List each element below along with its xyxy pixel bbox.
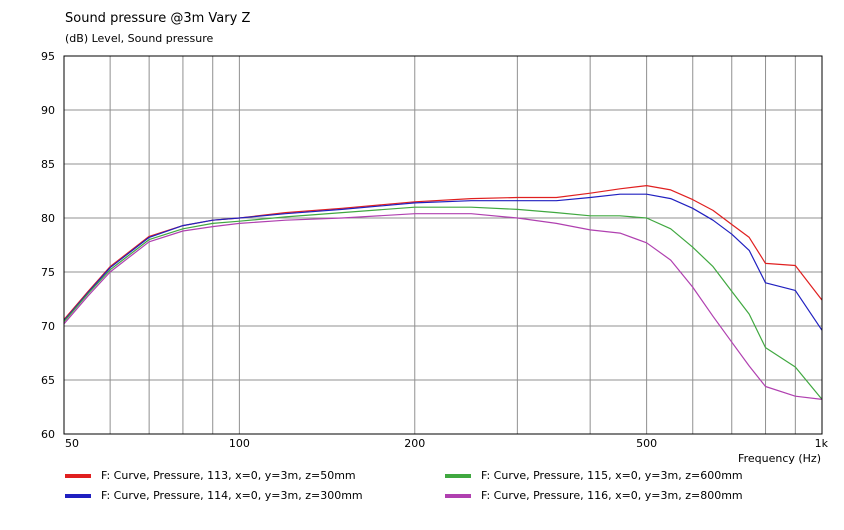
- y-tick-label: 75: [41, 266, 55, 279]
- y-tick-label: 65: [41, 374, 55, 387]
- x-tick-label: 200: [404, 437, 425, 450]
- plot-border: [63, 55, 823, 435]
- y-axis-label: (dB) Level, Sound pressure: [65, 32, 214, 45]
- legend-item-4: F: Curve, Pressure, 116, x=0, y=3m, z=80…: [445, 489, 743, 502]
- y-tick-label: 95: [41, 50, 55, 63]
- legend-label: F: Curve, Pressure, 113, x=0, y=3m, z=50…: [101, 469, 356, 482]
- y-tick-label: 70: [41, 320, 55, 333]
- legend-item-2: F: Curve, Pressure, 114, x=0, y=3m, z=30…: [65, 489, 363, 502]
- y-tick-label: 60: [41, 428, 55, 441]
- legend-label: F: Curve, Pressure, 115, x=0, y=3m, z=60…: [481, 469, 743, 482]
- y-tick-label: 80: [41, 212, 55, 225]
- legend-label: F: Curve, Pressure, 116, x=0, y=3m, z=80…: [481, 489, 743, 502]
- legend-swatch: [445, 473, 471, 478]
- y-tick-label: 85: [41, 158, 55, 171]
- x-tick-label: 50: [65, 437, 79, 450]
- x-tick-label: 1k: [815, 437, 829, 450]
- legend-item-3: F: Curve, Pressure, 115, x=0, y=3m, z=60…: [445, 469, 743, 482]
- chart-title: Sound pressure @3m Vary Z: [65, 11, 251, 26]
- legend-label: F: Curve, Pressure, 114, x=0, y=3m, z=30…: [101, 489, 363, 502]
- legend-item-1: F: Curve, Pressure, 113, x=0, y=3m, z=50…: [65, 469, 356, 482]
- x-tick-label: 100: [229, 437, 250, 450]
- series-line-2: [63, 193, 823, 331]
- legend-swatch: [445, 493, 471, 498]
- x-axis-label: Frequency (Hz): [738, 452, 821, 465]
- series-line-4: [63, 213, 823, 400]
- legend-swatch: [65, 493, 91, 498]
- x-tick-label: 500: [636, 437, 657, 450]
- series-line-3: [63, 206, 823, 400]
- legend-swatch: [65, 473, 91, 478]
- y-tick-label: 90: [41, 104, 55, 117]
- series-line-1: [63, 185, 823, 320]
